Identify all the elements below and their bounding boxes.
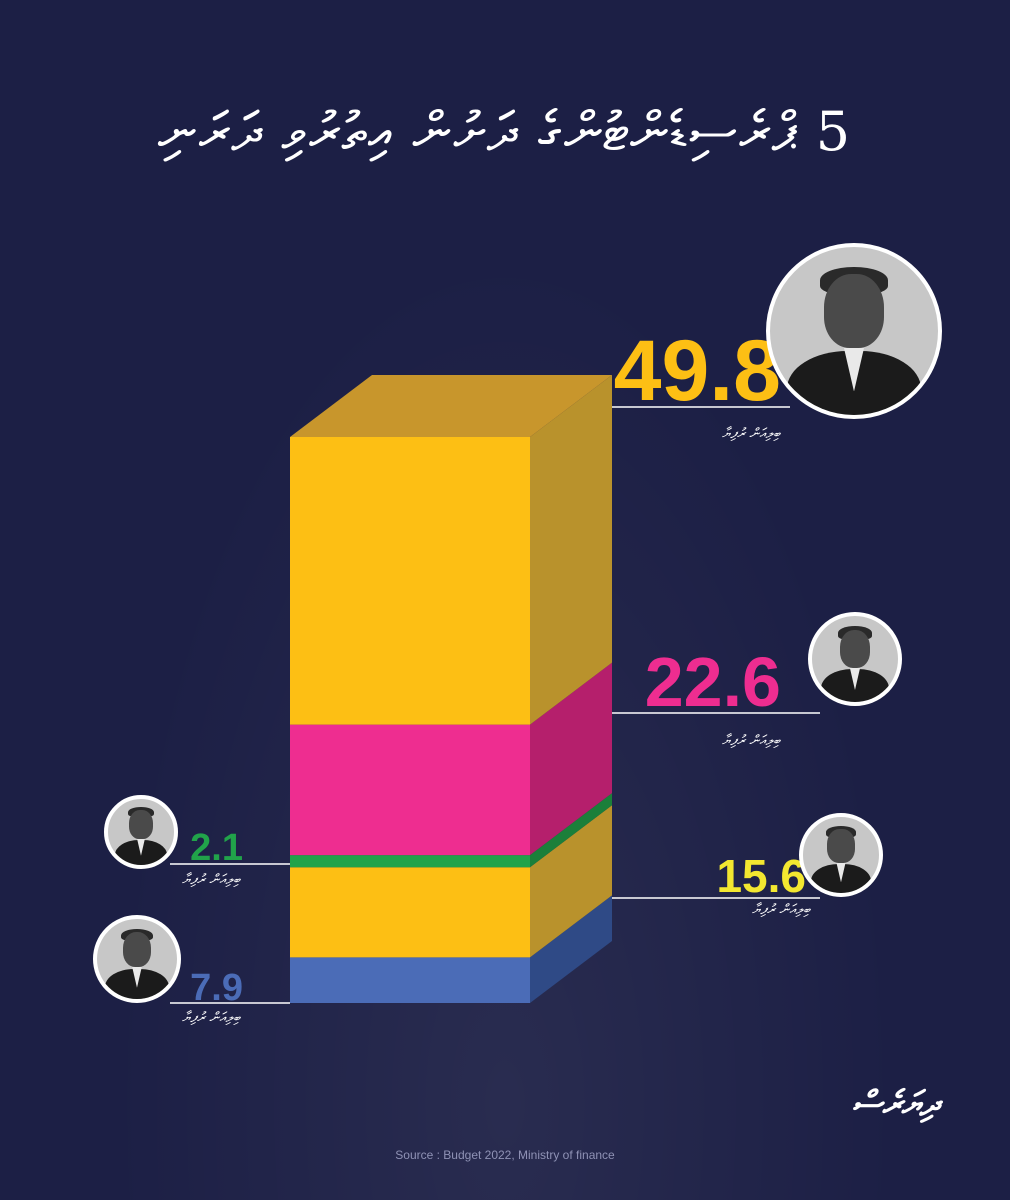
bar-3d [290,375,612,1003]
unit-caption-22.6: ބިލިއަން ރުފިޔާ [722,733,780,749]
segment-front-2.1 [290,855,530,868]
unit-caption-7.9: ބިލިއަން ރުފިޔާ [182,1010,240,1026]
segment-side-22.6 [530,662,612,856]
unit-caption-15.6: ބިލިއަން ރުފިޔާ [752,902,810,918]
segment-front-49.8 [290,437,530,725]
unit-caption-49.8: ބިލިއަން ރުފިޔާ [722,426,780,442]
value-label-7.9: 7.9 [190,967,243,1009]
source-note: Source : Budget 2022, Ministry of financ… [395,1148,615,1162]
segment-front-7.9 [290,957,530,1003]
unit-caption-2.1: ބިލިއަން ރުފިޔާ [182,872,240,888]
chart-title: 5 ޕްރެސިޑެންޓުންގެ ދަށުން އިތުރުވި ދަރަނ… [157,100,853,163]
segment-front-22.6 [290,724,530,856]
portrait-avatar-49.8 [766,243,942,419]
segment-front-15.6 [290,867,530,958]
value-label-2.1: 2.1 [190,827,243,869]
segment-side-2.1 [530,793,612,868]
value-label-15.6: 15.6 [716,850,806,902]
portrait-avatar-2.1 [104,795,178,869]
segment-side-15.6 [530,805,612,958]
bar-top-face [290,375,612,437]
publisher-logo: ދިޔަރެސް [852,1084,940,1124]
portrait-avatar-15.6 [799,813,883,897]
segment-side-7.9 [530,895,612,1003]
portrait-avatar-22.6 [808,612,902,706]
segment-side-49.8 [530,375,612,725]
value-label-22.6: 22.6 [645,643,781,721]
value-label-49.8: 49.8 [614,323,781,419]
portrait-avatar-7.9 [93,915,181,1003]
